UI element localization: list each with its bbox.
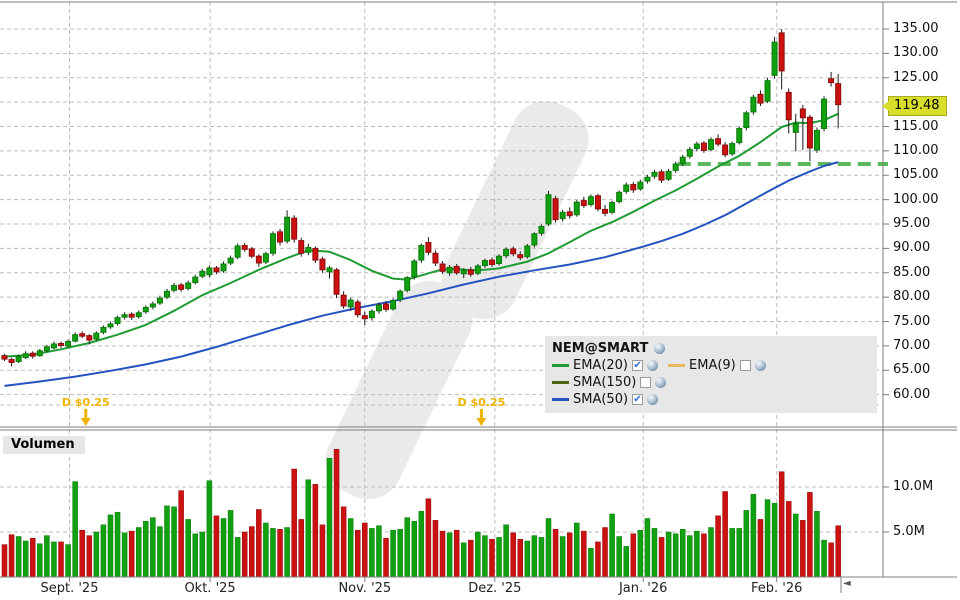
month-label: Nov. '25 bbox=[338, 581, 392, 596]
volume-tick-label: 10.0M bbox=[893, 479, 934, 494]
volume-tick-label: 5.0M bbox=[893, 524, 925, 539]
price-tick-label: 70.00 bbox=[893, 337, 931, 353]
month-label: Feb. '26 bbox=[751, 581, 803, 596]
legend-item-sma150: SMA(150) bbox=[552, 374, 667, 391]
indicator-settings-icon[interactable] bbox=[647, 360, 659, 371]
month-label: Okt. '25 bbox=[184, 581, 236, 596]
price-tick-label: 135.00 bbox=[893, 21, 939, 36]
indicator-checkbox[interactable]: ✔ bbox=[632, 394, 644, 405]
price-tick-label: 80.00 bbox=[893, 289, 931, 305]
legend-color-swatch bbox=[668, 364, 686, 367]
price-tick-label: 85.00 bbox=[893, 264, 931, 280]
indicator-checkbox[interactable] bbox=[739, 360, 751, 371]
legend-item-sma50: SMA(50) ✔ bbox=[552, 391, 659, 408]
indicator-checkbox[interactable] bbox=[640, 377, 652, 388]
indicator-settings-icon[interactable] bbox=[655, 377, 667, 388]
legend-color-swatch bbox=[552, 398, 569, 401]
legend-item-label: EMA(9) bbox=[689, 358, 736, 373]
price-tick-label: 75.00 bbox=[893, 313, 931, 329]
price-tick-label: 115.00 bbox=[893, 118, 939, 134]
symbol-settings-icon[interactable] bbox=[654, 343, 666, 354]
price-tick-label: 100.00 bbox=[893, 191, 939, 207]
price-tick-label: 105.00 bbox=[893, 167, 939, 183]
price-tick-label: 65.00 bbox=[893, 362, 931, 378]
price-tick-label: 95.00 bbox=[893, 216, 931, 232]
volume-bars bbox=[1, 448, 841, 578]
gridlines bbox=[0, 2, 883, 577]
price-tick-label: 130.00 bbox=[893, 45, 939, 61]
legend-item-label: SMA(50) bbox=[573, 392, 629, 407]
legend-item-ema20: EMA(20) ✔ bbox=[552, 357, 659, 374]
dividend-label: D $0.25 bbox=[457, 396, 506, 409]
legend-item-label: SMA(150) bbox=[573, 375, 637, 390]
volume-panel-title: Volumen bbox=[3, 436, 85, 454]
price-tick-label: 60.00 bbox=[893, 386, 931, 402]
current-price-tag: 119.48 bbox=[882, 96, 947, 116]
dividend-markers bbox=[80, 409, 487, 426]
price-tick-label: 90.00 bbox=[893, 240, 931, 256]
indicator-checkbox[interactable]: ✔ bbox=[632, 360, 644, 371]
pan-left-arrow-icon[interactable]: ◄ bbox=[843, 578, 851, 589]
legend-item-label: EMA(20) bbox=[573, 358, 629, 373]
candles bbox=[1, 29, 842, 367]
price-tick-label: 110.00 bbox=[893, 142, 939, 158]
month-label: Jan. '26 bbox=[618, 581, 668, 596]
month-label: Dez. '25 bbox=[468, 581, 522, 596]
indicator-legend: NEM@SMART EMA(20) ✔ EMA(9) SMA(150) SMA(50)… bbox=[545, 336, 877, 413]
legend-color-swatch bbox=[552, 381, 569, 384]
legend-symbol-label: NEM@SMART bbox=[552, 341, 649, 356]
watermark-logo bbox=[325, 100, 589, 500]
dividend-label: D $0.25 bbox=[61, 396, 110, 409]
month-label: Sept. '25 bbox=[40, 581, 99, 596]
legend-item-ema9: EMA(9) bbox=[668, 357, 766, 374]
legend-color-swatch bbox=[552, 364, 569, 367]
sma50-line bbox=[4, 161, 839, 387]
price-tick-label: 125.00 bbox=[893, 69, 939, 85]
indicator-settings-icon[interactable] bbox=[754, 360, 766, 371]
indicator-settings-icon[interactable] bbox=[647, 394, 659, 405]
